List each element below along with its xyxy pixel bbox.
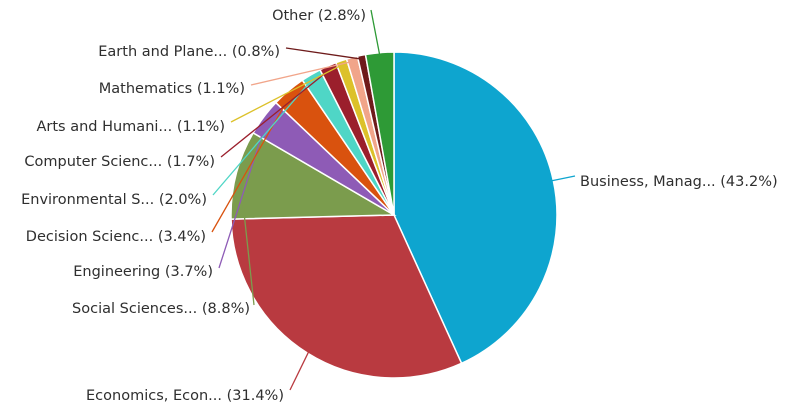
leader-line-10 <box>285 47 363 60</box>
leader-line-7 <box>220 69 330 158</box>
slice-label-6: Environmental S... (2.0%) <box>21 192 207 208</box>
slice-label-10: Earth and Plane... (0.8%) <box>98 44 280 60</box>
slice-label-4: Engineering (3.7%) <box>73 264 213 280</box>
leader-line-8 <box>230 64 343 123</box>
leader-line-11 <box>370 9 381 57</box>
slice-labels: Business, Manag... (43.2%) Economics, Eco… <box>21 8 778 404</box>
slice-label-11: Other (2.8%) <box>272 8 366 24</box>
leader-line-6 <box>212 77 314 196</box>
leader-line-2 <box>289 349 311 391</box>
leader-line-1 <box>549 175 576 182</box>
slice-label-3: Social Sciences... (8.8%) <box>72 301 250 317</box>
leader-line-4 <box>218 119 268 269</box>
slice-label-1: Business, Manag... (43.2%) <box>580 174 778 190</box>
pie-slices <box>230 51 558 379</box>
slice-label-8: Arts and Humani... (1.1%) <box>36 119 225 135</box>
slice-label-5: Decision Scienc... (3.4%) <box>26 229 206 245</box>
slice-label-2: Economics, Econ... (31.4%) <box>86 388 284 404</box>
slice-label-7: Computer Scienc... (1.7%) <box>24 154 215 170</box>
leader-lines <box>211 9 576 391</box>
leader-line-9 <box>250 60 354 86</box>
leader-line-5 <box>211 93 292 233</box>
pie-slice-3 <box>230 131 397 220</box>
slice-label-9: Mathematics (1.1%) <box>99 81 245 97</box>
